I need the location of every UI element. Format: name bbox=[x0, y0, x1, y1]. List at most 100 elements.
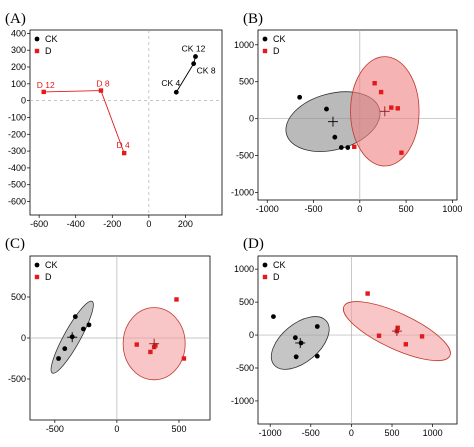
point-d bbox=[121, 150, 127, 156]
point-ck bbox=[86, 322, 92, 328]
x-tick-label: -200 bbox=[103, 219, 121, 229]
x-tick-label: -500 bbox=[46, 424, 64, 434]
point-d bbox=[174, 297, 179, 302]
x-tick-label: 0 bbox=[349, 428, 354, 438]
point-d bbox=[41, 89, 46, 95]
panel-1: (B) -1000 -500 0 500 1000 -1000 -500 0 500 1000 CK D bbox=[231, 11, 462, 214]
x-tick-label: 0 bbox=[146, 219, 151, 229]
y-tick-label: -400 bbox=[8, 163, 26, 173]
point-label: CK 8 bbox=[197, 66, 216, 76]
y-tick-label: -1000 bbox=[231, 188, 254, 198]
legend-marker-ck bbox=[262, 262, 268, 268]
legend-label: CK bbox=[273, 34, 286, 44]
legend-label: D bbox=[273, 272, 280, 282]
point-d bbox=[181, 356, 187, 361]
point-ck bbox=[297, 94, 303, 100]
point-d bbox=[419, 334, 425, 339]
panel-label: (B) bbox=[243, 11, 263, 27]
point-ck bbox=[314, 324, 320, 329]
point-ck bbox=[193, 54, 198, 59]
point-d bbox=[376, 333, 382, 338]
point-ck bbox=[62, 346, 68, 352]
point-ck bbox=[332, 134, 338, 140]
plot-frame bbox=[257, 255, 458, 425]
point-label: D 8 bbox=[96, 79, 110, 89]
x-tick-label: -600 bbox=[30, 219, 48, 229]
point-label: D 4 bbox=[117, 140, 131, 150]
y-tick-label: -500 bbox=[8, 374, 26, 384]
x-tick-label: -500 bbox=[305, 204, 323, 214]
point-d bbox=[148, 349, 153, 355]
legend-label: CK bbox=[273, 260, 286, 270]
point-ck bbox=[293, 354, 299, 360]
y-tick-label: -500 bbox=[236, 363, 254, 373]
point-label: D 12 bbox=[37, 80, 55, 90]
y-tick-label: 500 bbox=[239, 297, 254, 307]
y-tick-label: -1000 bbox=[231, 396, 254, 406]
y-tick-label: 1000 bbox=[234, 264, 254, 274]
legend-label: D bbox=[273, 46, 280, 56]
y-tick-label: 300 bbox=[11, 45, 26, 55]
point-d bbox=[352, 144, 357, 149]
point-ck bbox=[191, 61, 197, 67]
legend-marker-d bbox=[262, 274, 268, 280]
point-label: CK 12 bbox=[182, 44, 206, 54]
y-tick-label: -500 bbox=[8, 180, 26, 190]
panel-label: (C) bbox=[5, 236, 25, 252]
x-tick-label: 1000 bbox=[442, 204, 462, 214]
panel-2: (C) -500 0 500 -500 0 500 CK D bbox=[5, 236, 211, 434]
y-tick-label: -100 bbox=[8, 112, 26, 122]
legend-marker-ck bbox=[34, 262, 40, 268]
x-tick-label: -1000 bbox=[256, 204, 279, 214]
x-tick-label: 500 bbox=[171, 424, 186, 434]
point-d bbox=[399, 150, 404, 155]
legend-label: D bbox=[45, 46, 52, 56]
panel-3: (D) -1000 -500 0 500 1000 -1000 -500 0 500 1000 CK D bbox=[231, 236, 458, 438]
legend-marker-d bbox=[34, 274, 40, 280]
legend-marker-d bbox=[34, 48, 40, 54]
point-ck bbox=[345, 145, 351, 150]
point-ck bbox=[292, 335, 298, 341]
plot-frame bbox=[257, 29, 458, 201]
y-tick-label: -300 bbox=[8, 146, 26, 156]
point-ck bbox=[80, 326, 86, 332]
panel-label: (A) bbox=[5, 11, 26, 27]
x-tick-label: 0 bbox=[357, 204, 362, 214]
x-tick-label: 0 bbox=[114, 424, 119, 434]
legend-label: CK bbox=[45, 34, 58, 44]
y-tick-label: 500 bbox=[239, 77, 254, 87]
legend-marker-d bbox=[262, 48, 268, 54]
point-label: CK 4 bbox=[161, 78, 180, 88]
point-d bbox=[98, 88, 104, 93]
y-tick-label: -600 bbox=[8, 197, 26, 207]
plot-frame bbox=[29, 29, 223, 216]
x-tick-label: 1000 bbox=[423, 428, 443, 438]
x-tick-label: -500 bbox=[302, 428, 320, 438]
y-tick-label: 500 bbox=[11, 292, 26, 302]
panel-0: (A) -600 -400 -200 0 200 -600 -500 -400 -300 -200 -… bbox=[5, 11, 223, 229]
y-tick-label: 0 bbox=[21, 333, 26, 343]
y-tick-label: -500 bbox=[236, 151, 254, 161]
point-ck bbox=[72, 314, 78, 320]
point-ck bbox=[314, 353, 320, 359]
point-d bbox=[395, 106, 400, 111]
legend-marker-ck bbox=[262, 36, 268, 42]
y-tick-label: 1000 bbox=[234, 40, 254, 50]
x-tick-label: 500 bbox=[385, 428, 400, 438]
point-d bbox=[403, 342, 409, 347]
y-tick-label: -200 bbox=[8, 129, 26, 139]
x-tick-label: 200 bbox=[178, 219, 193, 229]
point-ck bbox=[271, 314, 276, 320]
legend-label: CK bbox=[45, 260, 58, 270]
y-tick-label: 0 bbox=[21, 96, 26, 106]
point-d bbox=[365, 291, 370, 296]
trajectory-line-d bbox=[43, 90, 125, 154]
point-d bbox=[134, 342, 139, 347]
x-tick-label: -1000 bbox=[259, 428, 282, 438]
point-d bbox=[389, 105, 394, 110]
point-ck bbox=[338, 145, 344, 150]
legend-label: D bbox=[45, 272, 52, 282]
point-d bbox=[372, 81, 377, 86]
point-d bbox=[378, 89, 384, 95]
y-tick-label: 0 bbox=[249, 330, 254, 340]
